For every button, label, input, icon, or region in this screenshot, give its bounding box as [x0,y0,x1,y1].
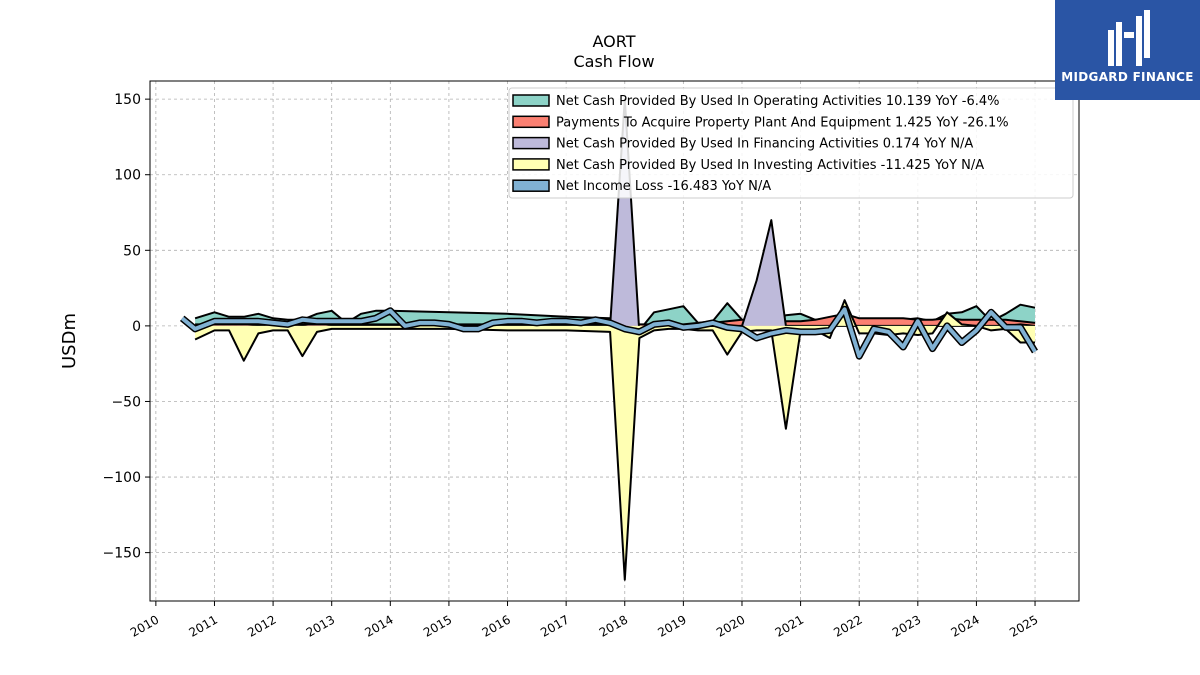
legend-label: Net Income Loss -16.483 YoY N/A [556,179,771,194]
x-tick-label: 2020 [714,612,747,639]
brand-mark-icon [1108,10,1150,66]
y-tick-label: 50 [123,243,141,259]
x-axis-ticks: 2010 2011 2012 2013 2014 2015 2016 2017 2018 2019… [128,601,1041,640]
y-tick-label: −100 [103,470,141,486]
x-tick-label: 2025 [1007,612,1040,639]
y-axis-ticks: 150 100 50 0 −50 −100 −150 [103,92,150,562]
brand-name: MIDGARD FINANCE [1061,70,1194,84]
y-tick-label: −150 [103,546,141,562]
x-tick-label: 2017 [538,612,571,639]
x-tick-label: 2010 [128,612,161,639]
x-tick-label: 2022 [831,612,864,639]
legend-swatch [512,158,550,171]
legend-label: Net Cash Provided By Used In Investing A… [556,158,984,173]
x-tick-label: 2011 [187,612,220,639]
x-tick-label: 2014 [362,612,395,639]
legend: Net Cash Provided By Used In Operating A… [508,87,1074,199]
x-tick-label: 2012 [245,612,278,639]
legend-label: Payments To Acquire Property Plant And E… [556,115,1009,130]
x-tick-label: 2015 [421,612,454,639]
x-tick-label: 2019 [655,612,688,639]
legend-swatch [512,115,550,129]
x-tick-label: 2018 [597,612,630,639]
legend-label: Net Cash Provided By Used In Financing A… [556,137,973,152]
x-tick-label: 2024 [948,612,981,639]
y-tick-label: −50 [111,394,141,410]
series-area [195,313,1036,326]
legend-frame [508,87,1074,199]
y-tick-label: 0 [132,319,141,335]
legend-label: Net Cash Provided By Used In Operating A… [556,94,999,109]
chart-title: AORT [593,32,636,51]
legend-swatch [512,136,550,150]
series-area [195,300,1036,580]
brand-logo: MIDGARD FINANCE [1055,0,1200,100]
y-tick-label: 150 [114,92,141,108]
x-tick-label: 2021 [773,612,806,639]
chart-subtitle: Cash Flow [573,52,654,71]
legend-swatch [512,94,550,107]
legend-swatch [512,179,550,192]
x-tick-label: 2023 [890,612,923,639]
series-line [180,307,1037,359]
series-areas [179,98,1038,581]
y-axis-label: USDm [59,313,80,369]
y-tick-label: 100 [114,168,141,184]
x-tick-label: 2016 [480,612,513,639]
plot-frame [149,80,1080,602]
x-tick-label: 2013 [304,612,337,639]
series-area [195,99,1036,334]
